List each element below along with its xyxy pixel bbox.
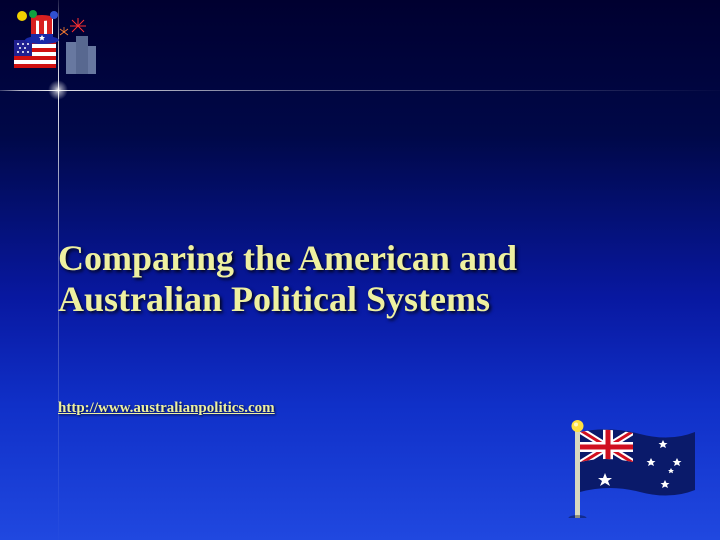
- australian-flag-clipart: [565, 418, 700, 518]
- slide: Comparing the American and Australian Po…: [0, 0, 720, 540]
- slide-title: Comparing the American and Australian Po…: [58, 238, 680, 321]
- slide-link[interactable]: http://www.australianpolitics.com: [58, 400, 275, 417]
- us-patriotic-clipart: [8, 10, 103, 85]
- cross-lines-decoration: [58, 90, 59, 91]
- cross-horizontal-line: [0, 90, 720, 91]
